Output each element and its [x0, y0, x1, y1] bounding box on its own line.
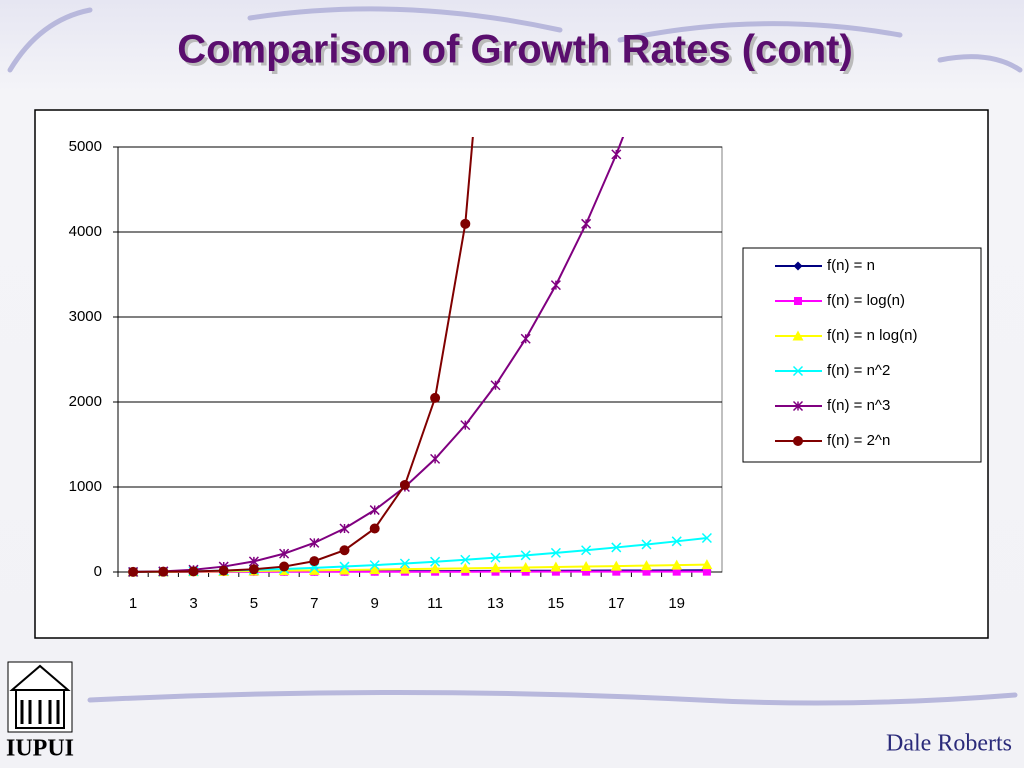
x-tick-label: 11 [427, 595, 443, 612]
x-tick-label: 19 [668, 595, 685, 612]
marker [430, 453, 441, 464]
legend-label: f(n) = n log(n) [827, 327, 917, 344]
x-tick-label: 1 [129, 595, 137, 612]
marker [158, 566, 169, 577]
marker [611, 149, 622, 160]
marker [339, 545, 350, 556]
marker [128, 566, 139, 577]
marker [701, 532, 712, 544]
plot-area [117, 146, 723, 573]
series-line [133, 137, 474, 573]
marker [581, 218, 592, 229]
marker [339, 523, 350, 534]
marker [460, 420, 471, 431]
marker [279, 548, 290, 559]
marker [218, 565, 229, 576]
logo-text: IUPUI [6, 736, 74, 762]
marker [399, 558, 410, 569]
x-tick-label: 13 [487, 595, 504, 612]
marker [279, 561, 290, 572]
x-tick-label: 3 [189, 595, 197, 612]
author: Dale Roberts [886, 731, 1012, 757]
marker [429, 563, 441, 574]
marker [430, 556, 441, 567]
marker [490, 552, 501, 563]
y-tick-label: 5000 [69, 138, 102, 155]
marker [792, 365, 804, 377]
y-tick-label: 2000 [69, 393, 102, 410]
marker [369, 564, 381, 575]
marker [611, 542, 622, 553]
marker [520, 333, 531, 344]
marker [520, 550, 531, 561]
marker [793, 436, 803, 446]
slide-title: Comparison of Growth Rates (cont) [177, 28, 853, 72]
marker [702, 567, 711, 576]
x-tick-label: 5 [250, 595, 258, 612]
legend [742, 247, 982, 463]
title-shadow: Comparison of Growth Rates (cont) [180, 31, 856, 75]
marker [671, 559, 683, 570]
marker [520, 561, 532, 572]
marker [550, 280, 561, 291]
marker [581, 545, 592, 556]
y-tick-label: 3000 [69, 308, 102, 325]
marker [309, 537, 320, 548]
marker [430, 392, 441, 403]
marker [460, 554, 471, 565]
legend-label: f(n) = n^2 [827, 362, 890, 379]
y-tick-label: 0 [94, 563, 102, 580]
marker [550, 561, 562, 572]
marker [399, 479, 410, 490]
marker [792, 330, 804, 341]
y-tick-label: 1000 [69, 478, 102, 495]
legend-label: f(n) = 2^n [827, 432, 890, 449]
marker [701, 559, 713, 570]
marker [610, 560, 622, 571]
marker [188, 566, 199, 577]
marker [399, 563, 411, 574]
marker [612, 567, 621, 576]
marker [369, 523, 380, 534]
x-tick-label: 7 [310, 595, 318, 612]
plot-series [127, 137, 713, 577]
marker [671, 536, 682, 547]
marker [369, 560, 380, 571]
legend-label: f(n) = n [827, 257, 875, 274]
marker [672, 567, 681, 576]
marker [490, 380, 501, 391]
marker [308, 564, 320, 575]
series-line [133, 137, 625, 573]
marker [459, 562, 471, 573]
marker [793, 261, 803, 271]
marker [794, 297, 802, 305]
decoration [7, 6, 1023, 706]
marker [339, 561, 350, 572]
x-tick-label: 15 [548, 595, 565, 612]
marker [792, 400, 804, 412]
marker [641, 560, 652, 571]
marker [339, 564, 350, 575]
legend-label: f(n) = n^3 [827, 397, 890, 414]
marker [582, 567, 591, 576]
marker [490, 562, 501, 573]
marker [369, 505, 380, 516]
marker [580, 561, 592, 572]
marker [642, 567, 651, 576]
marker [550, 547, 561, 558]
logo [7, 661, 73, 733]
x-tick-label: 17 [608, 595, 625, 612]
marker [551, 567, 560, 576]
marker [248, 564, 259, 575]
legend-label: f(n) = log(n) [827, 292, 905, 309]
marker [641, 539, 652, 550]
x-tick-label: 9 [371, 595, 379, 612]
marker [309, 556, 320, 567]
y-tick-label: 4000 [69, 223, 102, 240]
marker [460, 218, 471, 229]
